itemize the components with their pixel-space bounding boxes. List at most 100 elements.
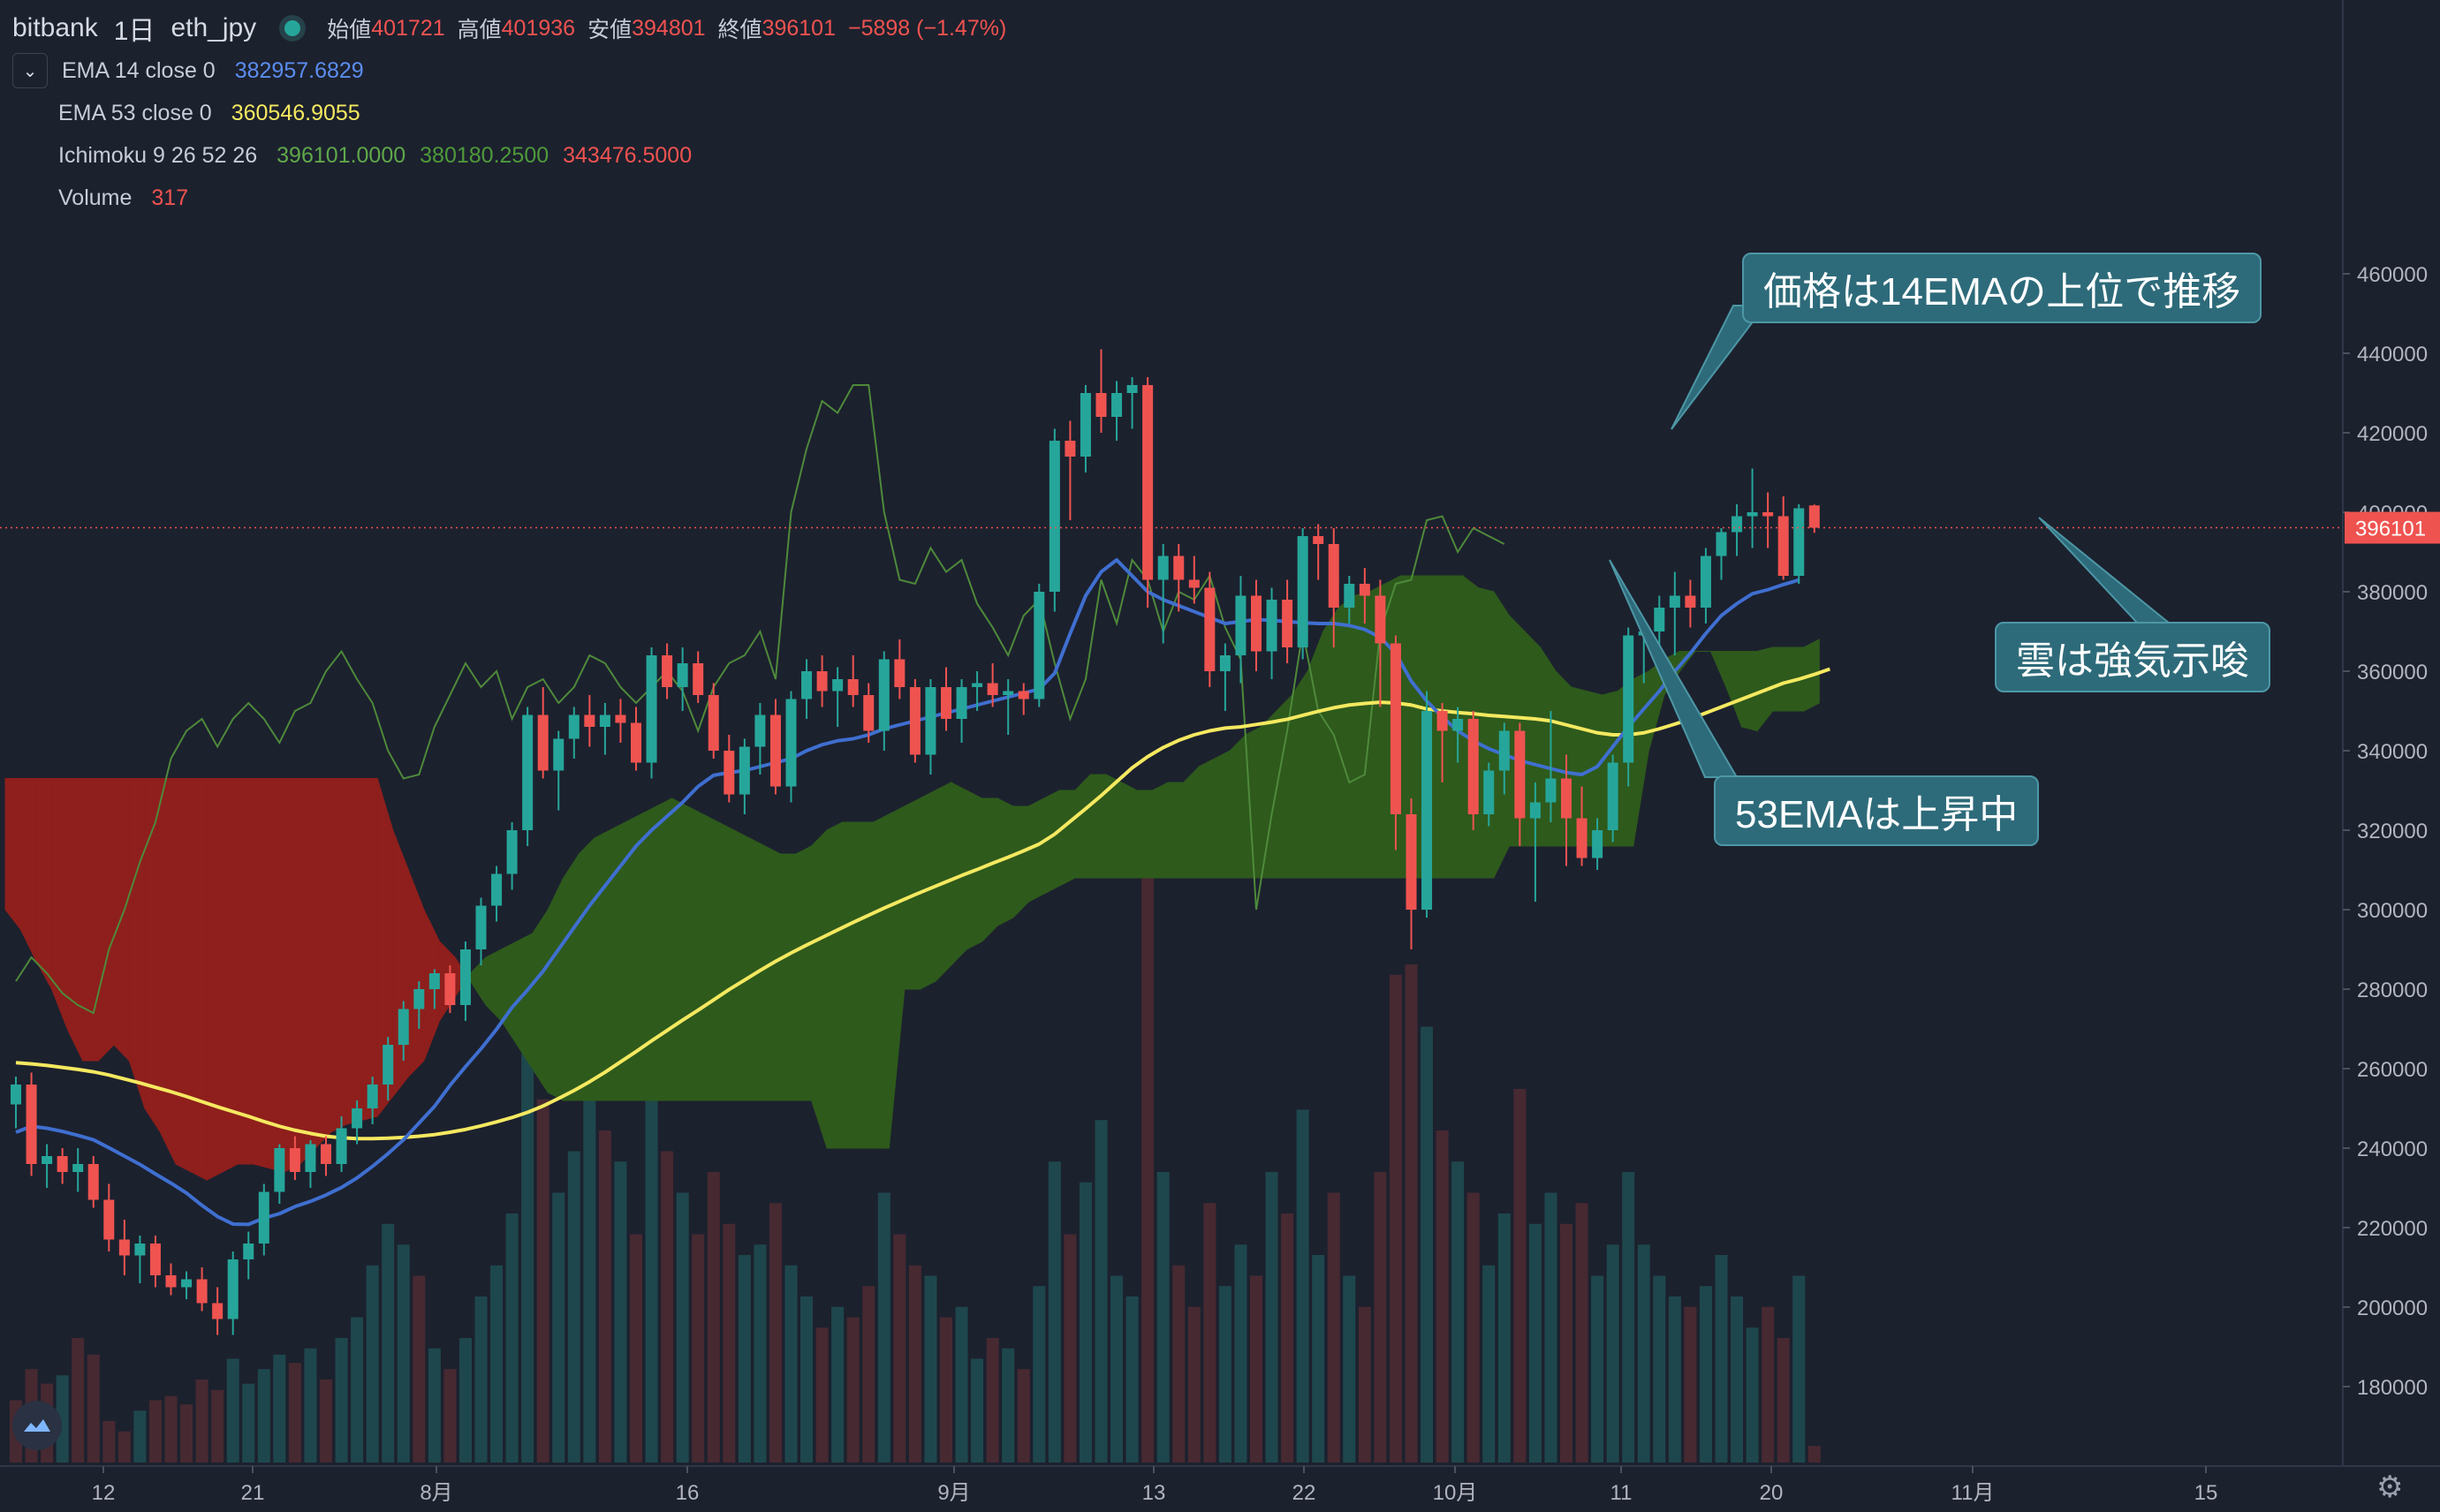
candle [103, 1183, 115, 1251]
cloud-segment-bull [532, 908, 549, 1094]
open-value: 401721 [371, 15, 445, 41]
plot-area[interactable] [0, 0, 2343, 1466]
candle-body [553, 738, 565, 771]
volume-bar [1033, 1286, 1046, 1463]
candle-body [57, 1156, 68, 1172]
volume-bar [536, 1099, 549, 1463]
candle [1235, 576, 1247, 684]
candle-body [1344, 584, 1355, 608]
candle-body [785, 699, 797, 787]
indicator-name: Ichimoku 9 26 52 26 [58, 142, 258, 168]
cloud-segment-bear [82, 778, 99, 1062]
exchange-name[interactable]: bitbank [12, 13, 98, 42]
candle [816, 655, 828, 707]
timeframe[interactable]: 1日 [113, 17, 155, 46]
cloud-segment-bull [1214, 750, 1231, 879]
candle-body [367, 1085, 378, 1108]
candle-body [475, 905, 487, 949]
cloud-segment-bear [113, 778, 130, 1062]
candle-body [258, 1191, 269, 1244]
volume-bar [1544, 1192, 1557, 1463]
x-tick-label: 8月 [420, 1481, 452, 1505]
candle [274, 1144, 285, 1204]
volume-bar [1125, 1297, 1139, 1463]
candle [1111, 381, 1123, 441]
callout-ema53: 53EMAは上昇中 [1714, 775, 2040, 846]
chikou-line [15, 384, 1505, 1015]
candle-body [1576, 818, 1588, 858]
volume-bar [707, 1172, 720, 1463]
indicator-value: 317 [151, 185, 189, 210]
volume-bar [893, 1234, 906, 1463]
volume-bar [1095, 1120, 1108, 1463]
candle [769, 699, 781, 795]
candle [26, 1072, 37, 1176]
volume-bar [226, 1358, 239, 1463]
candle-body [274, 1148, 285, 1192]
x-tick-label: 11 [1610, 1481, 1633, 1505]
settings-gear-icon[interactable]: ⚙ [2376, 1470, 2404, 1504]
cloud-segment-bull [1152, 782, 1169, 879]
volume-bar [1079, 1182, 1092, 1463]
indicator-row-ichimoku[interactable]: Ichimoku 9 26 52 26 396101.0000 380180.2… [12, 134, 1019, 177]
candle-body [383, 1045, 394, 1085]
candle [289, 1136, 300, 1180]
candle-body [103, 1199, 115, 1240]
volume-bar [940, 1317, 952, 1463]
volume-bar [645, 1078, 658, 1463]
legend: bitbank 1日 eth_jpy 始値 401721 高値 401936 安値 3… [12, 7, 1019, 219]
candle [754, 703, 766, 775]
volume-bar [1699, 1286, 1712, 1463]
x-tick-label: 15 [2194, 1481, 2218, 1505]
candle-body [1173, 556, 1185, 580]
cloud-segment-bull [842, 821, 859, 1149]
cloud-segment-bull [1353, 591, 1370, 879]
volume-bar [877, 1192, 890, 1463]
time-axis[interactable]: 12 21 8月 16 9月 13 22 10月 11 20 11月 15 [92, 1466, 2218, 1505]
candle-body [568, 714, 580, 739]
candle [1762, 492, 1774, 548]
tradingview-logo-icon[interactable] [12, 1401, 62, 1450]
volume-bar [164, 1395, 178, 1463]
candle [553, 730, 565, 811]
volume-bar [630, 1234, 642, 1463]
candle-body [1607, 762, 1618, 830]
indicator-row-ema14[interactable]: ⌄ EMA 14 close 0 382957.6829 [12, 49, 1019, 92]
candle [941, 667, 951, 731]
candle [1344, 576, 1355, 624]
candle-body [832, 679, 844, 692]
volume-bar [1218, 1286, 1231, 1463]
indicator-name: EMA 53 close 0 [58, 100, 212, 125]
cloud-segment-bear [237, 778, 254, 1165]
legend-collapse-button[interactable]: ⌄ [12, 53, 48, 88]
volume-bar [815, 1327, 829, 1463]
candle-body [677, 663, 688, 687]
volume-bar [769, 1203, 782, 1463]
candle-body [1375, 595, 1386, 644]
indicator-row-ema53[interactable]: EMA 53 close 0 360546.9055 [12, 92, 1019, 134]
y-tick-label: 420000 [2357, 422, 2428, 446]
volume-bar [211, 1389, 224, 1463]
high-value: 401936 [501, 15, 576, 41]
price-axis[interactable]: 180000 200000 220000 240000 260000 280000 3000… [2343, 263, 2428, 1400]
candle [894, 639, 906, 699]
candle [413, 981, 425, 1029]
volume-bar [1203, 1203, 1216, 1463]
candle-body [1452, 719, 1464, 731]
volume-bar [1762, 1306, 1775, 1463]
x-tick-label: 22 [1292, 1481, 1316, 1505]
cloud-segment-bear [191, 778, 208, 1181]
symbol-name[interactable]: eth_jpy [170, 13, 257, 42]
indicator-row-volume[interactable]: Volume 317 [12, 177, 1019, 219]
chevron-down-icon: ⌄ [22, 61, 38, 81]
candle [1669, 571, 1680, 655]
cloud-segment-bull [826, 821, 844, 1149]
candle-body [1282, 600, 1293, 647]
cloud-segment-bull [655, 798, 673, 1101]
cloud-segment-bull [873, 813, 890, 1149]
candle [1157, 544, 1169, 644]
candle-body [1483, 770, 1495, 814]
volume-bar [1048, 1161, 1061, 1463]
volume-bar [1715, 1255, 1728, 1463]
